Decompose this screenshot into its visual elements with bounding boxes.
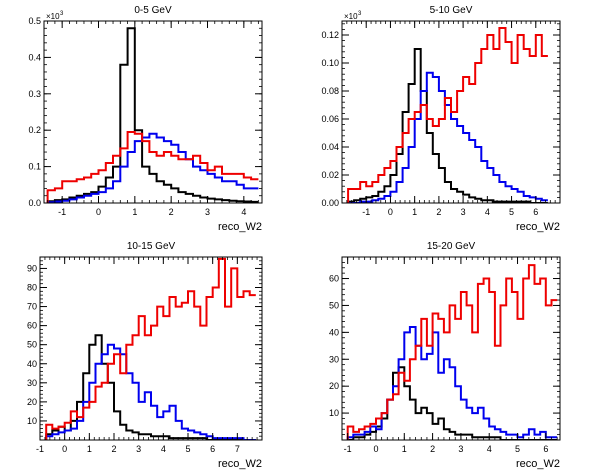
y-tick-label: 80 — [27, 283, 37, 293]
x-tick-label: -1 — [344, 444, 352, 454]
y-tick-label: 30 — [329, 354, 339, 364]
series-line-1 — [46, 27, 259, 203]
series-line-1 — [347, 48, 548, 203]
y-tick-label: 10 — [329, 408, 339, 418]
series-line-2 — [346, 326, 558, 440]
y-tick-label: 0.12 — [321, 30, 339, 40]
chart-title: 0-5 GeV — [134, 5, 172, 16]
plot-frame — [39, 256, 263, 441]
x-tick-label: 3 — [136, 444, 141, 454]
x-tick-label: 2 — [169, 207, 174, 217]
x-tick-label: -1 — [58, 207, 66, 217]
x-tick-label: 4 — [161, 444, 166, 454]
y-tick-label: 30 — [27, 378, 37, 388]
x-tick-label: 4 — [485, 207, 490, 217]
y-tick-label: 0.10 — [321, 58, 339, 68]
x-tick-label: 2 — [111, 444, 116, 454]
x-tick-label: 6 — [533, 207, 538, 217]
y-tick-label: 90 — [27, 263, 37, 273]
y-tick-label: 0.02 — [321, 170, 339, 180]
x-tick-label: -1 — [362, 207, 370, 217]
histogram-panel-2: -1 0 1 2 3 4 5 6 0.00 0.02 0.04 0.06 0.08 0.10 0.12 5-1… — [321, 5, 561, 233]
x-axis-label: reco_W2 — [218, 221, 262, 233]
x-tick-label: 3 — [205, 207, 210, 217]
y-tick-label: 60 — [27, 321, 37, 331]
histogram-panel-3: -1 0 1 2 3 4 5 6 7 10 20 30 40 50 60 70 80 90 10-15 GeV rec… — [27, 241, 263, 470]
chart-title: 15-20 GeV — [427, 241, 476, 252]
y-tick-label: 50 — [329, 300, 339, 310]
y-tick-label: 20 — [27, 397, 37, 407]
series-line-2 — [45, 343, 256, 440]
x-tick-label: 1 — [87, 444, 92, 454]
x-tick-label: 5 — [509, 207, 514, 217]
x-tick-label: 0 — [62, 444, 67, 454]
x-axis-label: reco_W2 — [218, 458, 262, 470]
y-tick-label: 0.06 — [321, 114, 339, 124]
y-tick-label: 0.3 — [28, 89, 41, 99]
y-tick-label: 50 — [27, 340, 37, 350]
y-tick-label: 0.5 — [28, 16, 41, 26]
series-line-3 — [347, 27, 548, 203]
x-tick-label: 5 — [515, 444, 520, 454]
plot-frame — [341, 20, 561, 204]
x-tick-label: -1 — [36, 444, 44, 454]
chart-title: 10-15 GeV — [127, 241, 176, 252]
y-tick-label: 0.00 — [321, 198, 339, 208]
histogram-panel-4: -1 0 1 2 3 4 5 6 10 20 30 40 50 60 15-20 GeV reco_W2 — [329, 241, 561, 470]
x-tick-label: 3 — [458, 444, 463, 454]
series-line-3 — [46, 131, 259, 203]
x-tick-label: 0 — [388, 207, 393, 217]
y-axis-multiplier: ×10 — [344, 12, 358, 21]
y-axis-multiplier: ×10 — [46, 12, 60, 21]
x-tick-label: 1 — [412, 207, 417, 217]
y-tick-label: 70 — [27, 302, 37, 312]
y-tick-label: 40 — [27, 359, 37, 369]
x-tick-label: 7 — [235, 444, 240, 454]
x-tick-label: 0 — [96, 207, 101, 217]
y-tick-label: 0.4 — [28, 52, 41, 62]
y-tick-label: 60 — [329, 274, 339, 284]
x-tick-label: 6 — [210, 444, 215, 454]
x-tick-label: 3 — [461, 207, 466, 217]
x-tick-label: 1 — [402, 444, 407, 454]
y-axis-multiplier-exponent: 3 — [60, 11, 64, 17]
x-axis-label: reco_W2 — [516, 458, 560, 470]
x-tick-label: 4 — [487, 444, 492, 454]
series-line-3 — [346, 264, 558, 440]
y-tick-label: 20 — [329, 381, 339, 391]
x-axis-label: reco_W2 — [516, 221, 560, 233]
x-tick-label: 2 — [430, 444, 435, 454]
plot-frame — [43, 20, 263, 204]
histogram-panel-1: -1 0 1 2 3 4 0.0 0.1 0.2 0.3 0.4 0.5 0-5 GeV reco_W2 ×… — [28, 5, 263, 233]
x-tick-label: 1 — [132, 207, 137, 217]
x-tick-label: 0 — [373, 444, 378, 454]
x-tick-label: 5 — [185, 444, 190, 454]
plot-frame — [341, 256, 561, 441]
y-tick-label: 0.04 — [321, 142, 339, 152]
x-tick-label: 4 — [241, 207, 246, 217]
chart-title: 5-10 GeV — [430, 5, 473, 16]
x-tick-label: 2 — [436, 207, 441, 217]
y-tick-label: 0.2 — [28, 125, 41, 135]
series-line-1 — [347, 366, 558, 440]
series-line-2 — [348, 71, 548, 203]
y-tick-label: 0.1 — [28, 162, 41, 172]
series-line-2 — [46, 132, 259, 203]
y-tick-label: 10 — [27, 416, 37, 426]
y-tick-label: 0.08 — [321, 86, 339, 96]
series-line-3 — [45, 257, 256, 440]
y-tick-label: 0.0 — [28, 198, 41, 208]
x-tick-label: 6 — [543, 444, 548, 454]
y-axis-multiplier-exponent: 3 — [358, 11, 362, 17]
y-tick-label: 40 — [329, 327, 339, 337]
